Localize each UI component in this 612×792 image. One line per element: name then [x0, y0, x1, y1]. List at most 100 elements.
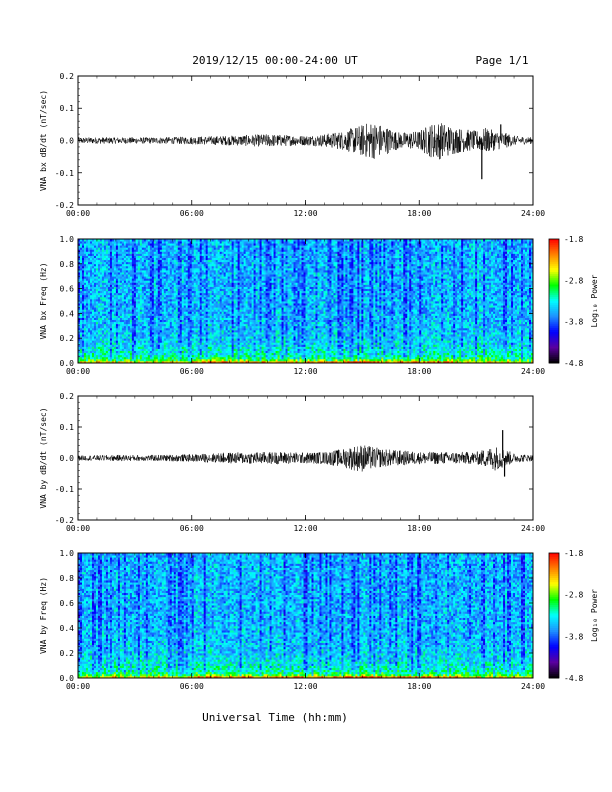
heatmap-cell: [123, 346, 127, 349]
heatmap-cell: [105, 360, 109, 364]
heatmap-cell: [119, 327, 123, 331]
heatmap-cell: [78, 294, 81, 298]
heatmap-cell: [85, 282, 89, 285]
heatmap-cell: [99, 344, 103, 347]
heatmap-cell: [97, 247, 101, 250]
heatmap-cell: [80, 245, 83, 248]
heatmap-cell: [85, 267, 89, 271]
heatmap-cell: [157, 253, 161, 256]
heatmap-cell: [149, 332, 153, 335]
heatmap-cell: [121, 358, 125, 362]
heatmap-cell: [183, 350, 187, 354]
heatmap-cell: [173, 298, 177, 302]
heatmap-cell: [179, 315, 183, 318]
heatmap-cell: [179, 267, 183, 271]
heatmap-cell: [169, 267, 173, 271]
heatmap-cell: [177, 267, 181, 271]
heatmap-cell: [153, 352, 157, 356]
heatmap-cell: [93, 307, 97, 310]
heatmap-cell: [123, 307, 127, 310]
heatmap-cell: [99, 303, 103, 306]
heatmap-cell: [107, 278, 111, 281]
heatmap-cell: [91, 259, 95, 263]
heatmap-cell: [159, 257, 163, 261]
heatmap-cell: [177, 336, 181, 339]
heatmap-cell: [87, 315, 91, 318]
heatmap-cell: [133, 323, 137, 327]
heatmap-cell: [155, 263, 159, 267]
heatmap-cell: [101, 270, 105, 273]
heatmap-cell: [123, 334, 127, 337]
heatmap-cell: [103, 325, 107, 329]
heatmap-cell: [121, 325, 125, 329]
heatmap-cell: [175, 336, 179, 339]
heatmap-cell: [155, 338, 159, 341]
heatmap-cell: [78, 282, 81, 285]
heatmap-cell: [115, 280, 119, 283]
heatmap-cell: [165, 265, 169, 269]
heatmap-cell: [131, 267, 135, 271]
heatmap-cell: [137, 239, 141, 242]
heatmap-cell: [109, 253, 113, 256]
heatmap-cell: [145, 255, 149, 258]
heatmap-cell: [167, 247, 171, 250]
heatmap-cell: [81, 282, 85, 285]
heatmap-cell: [141, 263, 145, 267]
heatmap-cell: [171, 249, 175, 252]
heatmap-cell: [119, 319, 123, 323]
heatmap-cell: [129, 352, 133, 356]
heatmap-cell: [127, 317, 131, 320]
heatmap-cell: [137, 336, 141, 339]
heatmap-cell: [109, 245, 113, 248]
heatmap-cell: [191, 253, 195, 256]
heatmap-cell: [153, 307, 157, 310]
heatmap-cell: [103, 334, 107, 337]
heatmap-cell: [111, 245, 115, 248]
heatmap-cell: [163, 253, 167, 256]
heatmap-cell: [177, 284, 181, 287]
heatmap-cell: [189, 350, 193, 354]
heatmap-cell: [175, 286, 179, 289]
heatmap-cell: [137, 284, 141, 287]
heatmap-cell: [117, 253, 121, 256]
heatmap-cell: [117, 261, 121, 265]
heatmap-cell: [153, 350, 157, 354]
heatmap-cell: [133, 303, 137, 306]
heatmap-cell: [97, 348, 101, 351]
heatmap-cell: [111, 278, 115, 281]
heatmap-cell: [159, 319, 163, 323]
heatmap-cell: [191, 303, 195, 306]
heatmap-cell: [181, 332, 185, 335]
heatmap-cell: [123, 323, 127, 327]
heatmap-cell: [145, 305, 149, 308]
heatmap-cell: [159, 296, 163, 300]
heatmap-cell: [101, 245, 105, 248]
heatmap-cell: [119, 321, 123, 325]
heatmap-cell: [161, 340, 165, 343]
heatmap-cell: [101, 241, 105, 244]
heatmap-cell: [78, 265, 81, 269]
heatmap-cell: [99, 243, 103, 246]
heatmap-cell: [149, 272, 153, 275]
heatmap-cell: [139, 313, 143, 316]
heatmap-cell: [185, 241, 189, 244]
heatmap-cell: [113, 247, 117, 250]
heatmap-cell: [78, 346, 81, 349]
heatmap-cell: [173, 338, 177, 341]
heatmap-cell: [109, 265, 113, 269]
heatmap-cell: [153, 251, 157, 254]
heatmap-cell: [123, 282, 127, 285]
heatmap-cell: [149, 247, 153, 250]
heatmap-cell: [165, 288, 169, 292]
heatmap-cell: [103, 305, 107, 308]
heatmap-cell: [101, 282, 105, 285]
heatmap-cell: [133, 350, 137, 354]
heatmap-cell: [91, 309, 95, 312]
heatmap-cell: [135, 253, 139, 256]
heatmap-cell: [157, 245, 161, 248]
heatmap-cell: [149, 292, 153, 296]
heatmap-cell: [155, 247, 159, 250]
heatmap-cell: [147, 249, 151, 252]
heatmap-cell: [153, 327, 157, 331]
heatmap-cell: [179, 338, 183, 341]
